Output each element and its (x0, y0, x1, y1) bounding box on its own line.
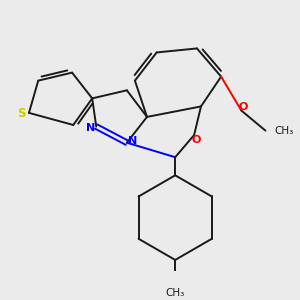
Text: N: N (86, 123, 95, 133)
Text: O: O (192, 135, 201, 145)
Text: O: O (238, 102, 248, 112)
Text: N: N (128, 136, 137, 146)
Text: S: S (17, 107, 26, 120)
Text: CH₃: CH₃ (274, 126, 293, 136)
Text: CH₃: CH₃ (166, 288, 185, 298)
